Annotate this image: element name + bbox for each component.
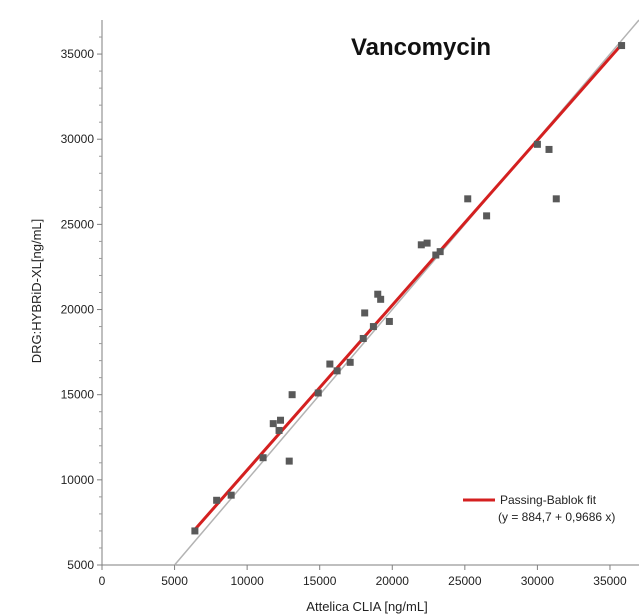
y-tick-label: 10000 <box>61 473 95 487</box>
data-point <box>315 389 322 396</box>
legend-label-fit: Passing-Bablok fit <box>500 493 597 507</box>
data-point <box>326 361 333 368</box>
y-tick-label: 5000 <box>67 558 94 572</box>
data-point <box>618 42 625 49</box>
data-point <box>277 417 284 424</box>
chart-title: Vancomycin <box>351 34 491 61</box>
data-point <box>276 427 283 434</box>
data-point <box>424 240 431 247</box>
y-tick-label: 35000 <box>61 47 95 61</box>
data-point <box>370 323 377 330</box>
axes <box>102 20 639 565</box>
data-point <box>377 296 384 303</box>
legend: Passing-Bablok fit (y = 884,7 + 0,9686 x… <box>463 493 615 524</box>
legend-equation: (y = 884,7 + 0,9686 x) <box>498 510 615 524</box>
data-point <box>553 195 560 202</box>
data-point <box>347 359 354 366</box>
x-tick-label: 15000 <box>303 574 337 588</box>
fit-lines <box>175 20 639 565</box>
x-tick-label: 10000 <box>230 574 264 588</box>
data-point <box>546 146 553 153</box>
x-axis-title: Attelica CLIA [ng/mL] <box>306 599 427 614</box>
data-point <box>360 335 367 342</box>
x-tick-label: 5000 <box>161 574 188 588</box>
data-point <box>228 492 235 499</box>
x-tick-label: 35000 <box>593 574 627 588</box>
data-point <box>437 248 444 255</box>
data-point <box>213 497 220 504</box>
data-point <box>286 458 293 465</box>
fit-line <box>195 45 622 530</box>
y-tick-label: 15000 <box>61 388 95 402</box>
x-tick-label: 30000 <box>521 574 555 588</box>
data-point <box>534 141 541 148</box>
y-axis-title: DRG:HYBRiD-XL[ng/mL] <box>29 219 44 363</box>
data-point <box>483 212 490 219</box>
y-tick-label: 30000 <box>61 132 95 146</box>
data-point <box>191 527 198 534</box>
data-point <box>270 420 277 427</box>
y-tick-label: 20000 <box>61 303 95 317</box>
data-point <box>464 195 471 202</box>
data-point <box>334 367 341 374</box>
data-point <box>289 391 296 398</box>
data-point <box>260 454 267 461</box>
x-tick-label: 0 <box>99 574 106 588</box>
x-tick-label: 20000 <box>376 574 410 588</box>
data-point <box>361 309 368 316</box>
data-point <box>386 318 393 325</box>
y-tick-label: 25000 <box>61 217 95 231</box>
x-tick-label: 25000 <box>448 574 482 588</box>
